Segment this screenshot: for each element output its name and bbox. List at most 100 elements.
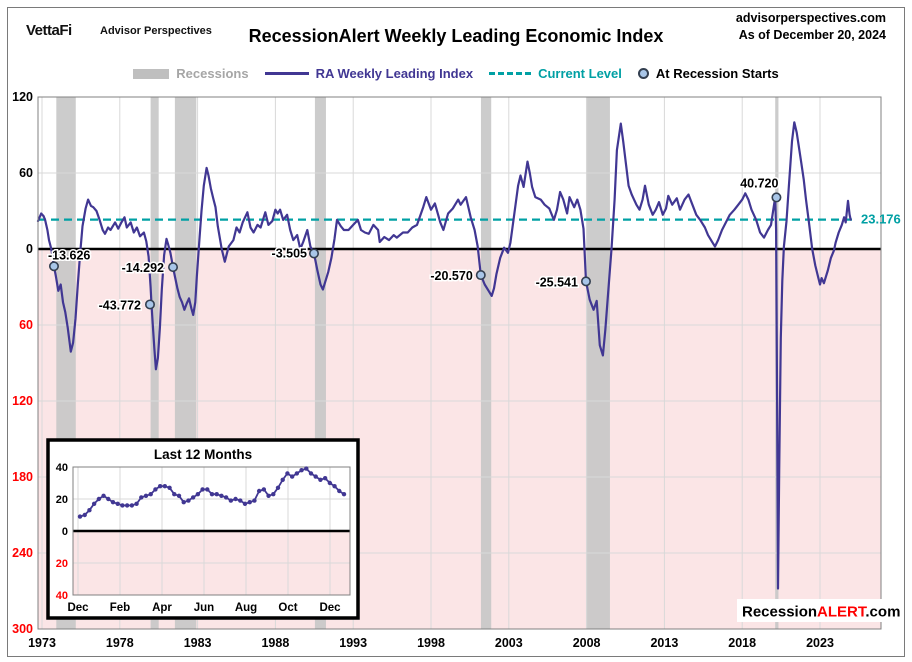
watermark-text: RecessionALERT.com: [742, 604, 900, 621]
inset-point: [77, 514, 83, 519]
y-tick-label: 240: [12, 546, 33, 560]
marker-label: -14.292: [122, 261, 164, 275]
y-tick-label: 120: [12, 394, 33, 408]
inset-x-tick-label: Jun: [194, 602, 214, 614]
recession-band: [314, 97, 326, 629]
inset-point: [341, 492, 347, 497]
marker-label: -3.505: [272, 246, 307, 260]
y-tick-label: 60: [19, 318, 33, 332]
x-tick-label: 1973: [28, 636, 56, 650]
inset-point: [82, 512, 87, 518]
inset-point: [91, 501, 97, 506]
inset-x-tick-label: Dec: [319, 602, 341, 614]
recession-start-marker: [580, 276, 591, 287]
as-of-date: As of December 20, 2024: [738, 28, 886, 42]
site-url: advisorperspectives.com: [735, 11, 886, 25]
inset-y-tick-label: 40: [56, 462, 68, 474]
inset-title: Last 12 Months: [154, 447, 252, 462]
main-series-line: [36, 121, 852, 590]
legend: Recessions RA Weekly Leading Index Curre…: [0, 66, 912, 81]
inset-point: [162, 484, 168, 489]
x-tick-label: 1993: [339, 636, 367, 650]
inset-y-tick-label: 20: [56, 558, 68, 570]
chart-title: RecessionAlert Weekly Leading Economic I…: [248, 26, 664, 46]
inset-point: [242, 501, 248, 506]
inset-y-tick-label: 20: [56, 494, 68, 506]
inset-point: [271, 492, 276, 497]
inset-point: [106, 496, 111, 502]
watermark: RecessionALERT.com: [737, 599, 900, 622]
recession-start-marker-icon: [637, 68, 649, 79]
inset-point: [153, 487, 158, 492]
inset-point: [214, 492, 219, 497]
outer-frame: [7, 7, 905, 657]
inset-point: [252, 498, 257, 503]
legend-label-recession-starts: At Recession Starts: [655, 66, 779, 81]
recession-band: [585, 97, 610, 629]
legend-label-series: RA Weekly Leading Index: [315, 66, 474, 81]
recession-band-swatch-icon: [133, 68, 170, 79]
inset-point: [176, 493, 182, 498]
inset-point: [172, 492, 177, 497]
inset-point: [219, 493, 224, 498]
inset-point: [294, 471, 300, 476]
marker-label: -20.570: [430, 269, 472, 283]
y-tick-label: 0: [26, 242, 33, 256]
inset-x-tick-label: Dec: [67, 602, 89, 614]
inset-point: [124, 503, 130, 508]
inset-point: [275, 485, 281, 490]
header-right: advisorperspectives.com As of December 2…: [736, 10, 886, 44]
inset-point: [195, 492, 201, 497]
inset-point: [200, 487, 205, 492]
x-tick-label: 1978: [106, 636, 134, 650]
recession-start-marker: [144, 299, 155, 310]
marker-label: -13.626: [48, 248, 90, 262]
y-tick-label: 120: [12, 90, 33, 104]
inset-point: [157, 484, 163, 489]
inset-y-tick-label: 0: [62, 526, 68, 538]
legend-label-recessions: Recessions: [176, 66, 249, 81]
inset-point: [327, 480, 333, 486]
inset-point: [332, 484, 337, 489]
inset-point: [186, 498, 191, 503]
inset-point: [110, 500, 116, 505]
legend-item-recessions: Recessions: [133, 66, 249, 81]
x-tick-label: 2023: [806, 636, 834, 650]
y-tick-label: 60: [19, 166, 33, 180]
inset-x-tick-label: Oct: [278, 602, 297, 614]
x-tick-label: 2008: [573, 636, 601, 650]
inset-point: [181, 500, 186, 505]
inset-point: [209, 492, 215, 497]
inset-point: [266, 493, 271, 498]
inset-point: [285, 471, 290, 476]
inset-point: [139, 495, 144, 500]
recession-start-marker: [308, 248, 319, 259]
inset-point: [143, 493, 149, 498]
x-tick-label: 2003: [495, 636, 523, 650]
inset-point: [134, 501, 139, 506]
current-level-label: 23.176: [861, 212, 901, 227]
legend-item-current-level: Current Level: [489, 66, 622, 81]
inset-point: [318, 477, 323, 482]
inset-point: [101, 493, 106, 498]
inset-point: [120, 503, 125, 508]
inset-point: [167, 485, 172, 490]
inset-point: [289, 474, 295, 479]
inset-point: [304, 466, 309, 471]
current-level-swatch-icon: [489, 72, 532, 75]
inset-point: [233, 496, 238, 502]
inset-point: [238, 498, 243, 503]
plot-border: [37, 96, 882, 630]
inset-x-tick-label: Aug: [235, 602, 257, 614]
legend-item-series: RA Weekly Leading Index: [264, 66, 474, 81]
inset-point: [261, 487, 267, 492]
recession-band: [480, 97, 492, 629]
x-tick-label: 1983: [184, 636, 212, 650]
inset-point: [299, 468, 304, 473]
watermark-box: [737, 599, 886, 622]
inset-point: [223, 495, 229, 500]
legend-item-recession-starts: At Recession Starts: [637, 66, 779, 81]
y-tick-label: 180: [12, 470, 33, 484]
vettafi-logo: VettaFi: [26, 22, 72, 39]
